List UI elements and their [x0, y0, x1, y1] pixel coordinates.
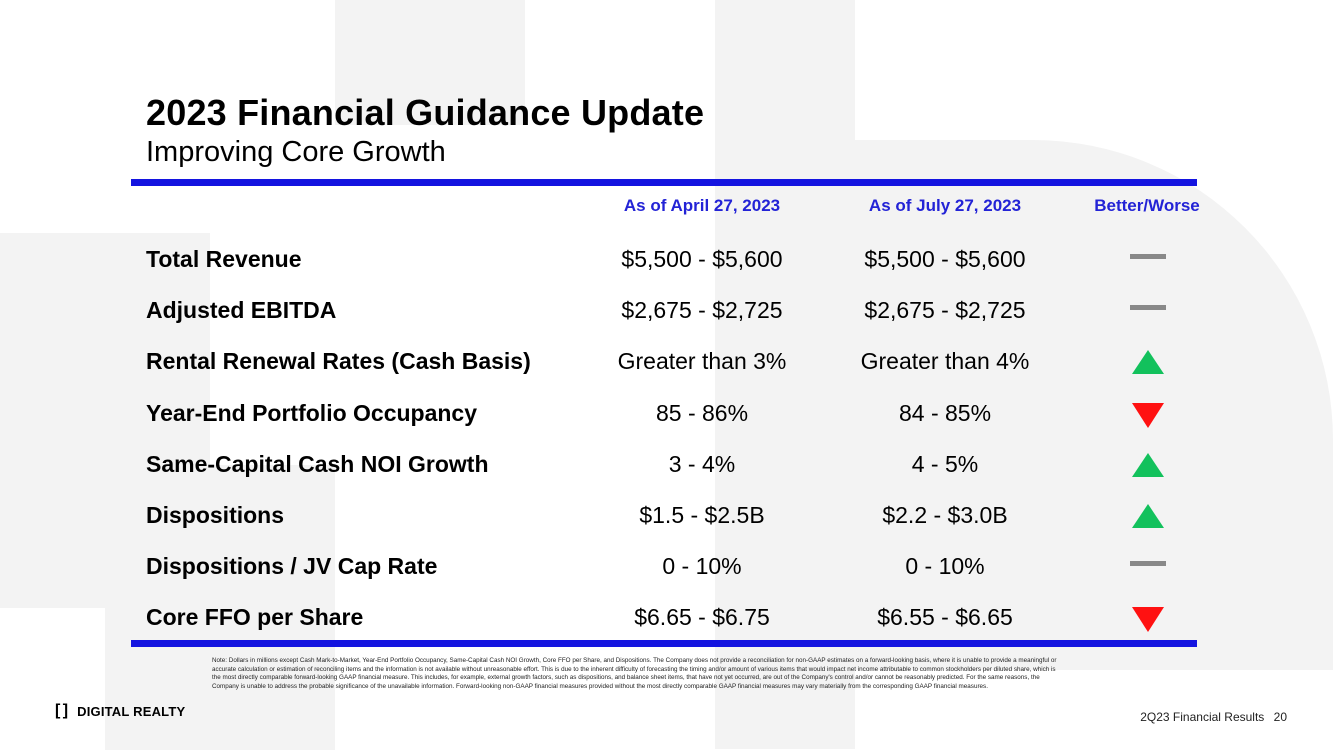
dash-icon — [1128, 294, 1168, 328]
table-row: Core FFO per Share $6.65 - $6.75 $6.55 - $… — [0, 592, 1333, 643]
table-row: Year-End Portfolio Occupancy 85 - 86% 84 -… — [0, 388, 1333, 439]
july-value: 84 - 85% — [898, 399, 992, 426]
background-shape — [105, 465, 335, 750]
july-value: $2,675 - $2,725 — [864, 297, 1026, 324]
row-label: Year-End Portfolio Occupancy — [146, 399, 478, 426]
april-value: $2,675 - $2,725 — [621, 297, 783, 324]
background-shape — [715, 0, 855, 749]
triangle-down-icon — [1128, 601, 1168, 635]
row-label: Adjusted EBITDA — [146, 297, 337, 324]
table-row: Dispositions $1.5 - $2.5B $2.2 - $3.0B — [0, 490, 1333, 541]
triangle-up-icon — [1128, 448, 1168, 482]
page-number: 20 — [1273, 710, 1287, 724]
bottom-divider — [131, 640, 1197, 647]
column-header-july: As of July 27, 2023 — [868, 196, 1022, 215]
april-value: 0 - 10% — [662, 553, 742, 580]
table-row: Rental Renewal Rates (Cash Basis) Greater… — [0, 336, 1333, 387]
page-title: 2023 Financial Guidance Update — [146, 92, 705, 133]
row-label: Dispositions — [146, 502, 285, 528]
triangle-up-icon — [1128, 345, 1168, 379]
april-value: $6.65 - $6.75 — [634, 604, 770, 631]
logo-bracket-icon: [ ] — [55, 702, 68, 719]
row-label: Dispositions / JV Cap Rate — [146, 553, 438, 580]
triangle-up-icon — [1128, 499, 1168, 533]
april-value: $1.5 - $2.5B — [639, 502, 765, 528]
row-label: Core FFO per Share — [146, 604, 364, 631]
background-shape — [335, 0, 525, 125]
report-label: 2Q23 Financial Results — [1140, 710, 1265, 724]
dash-icon — [1128, 243, 1168, 277]
company-logo: [ ] DIGITAL REALTY — [55, 702, 185, 720]
april-value: 85 - 86% — [655, 399, 749, 426]
table-row: Total Revenue $5,500 - $5,600 $5,500 - $5,… — [0, 234, 1333, 285]
footnote: Note: Dollars in millions except Cash Ma… — [212, 657, 1057, 691]
page-subtitle: Improving Core Growth — [146, 136, 446, 168]
row-label: Same-Capital Cash NOI Growth — [146, 450, 489, 477]
july-value: $6.55 - $6.65 — [877, 604, 1013, 631]
table-row: Dispositions / JV Cap Rate 0 - 10% 0 - 10% — [0, 541, 1333, 592]
triangle-down-icon — [1128, 397, 1168, 431]
top-divider — [131, 179, 1197, 186]
logo-text: DIGITAL REALTY — [77, 703, 186, 719]
column-header-better-worse: Better/Worse — [1094, 196, 1200, 215]
july-value: 0 - 10% — [905, 553, 985, 580]
april-value: $5,500 - $5,600 — [621, 246, 783, 272]
july-value: Greater than 4% — [860, 348, 1030, 375]
july-value: 4 - 5% — [911, 450, 979, 477]
july-value: $2.2 - $3.0B — [882, 502, 1008, 528]
column-header-april: As of April 27, 2023 — [623, 196, 781, 215]
row-label: Rental Renewal Rates (Cash Basis) — [146, 348, 531, 375]
table-row: Same-Capital Cash NOI Growth 3 - 4% 4 - 5% — [0, 439, 1333, 490]
table-row: Adjusted EBITDA $2,675 - $2,725 $2,675 - $… — [0, 285, 1333, 336]
row-label: Total Revenue — [146, 246, 302, 272]
july-value: $5,500 - $5,600 — [864, 246, 1026, 272]
dash-icon — [1128, 550, 1168, 584]
footer-info: 2Q23 Financial Results 20 — [1140, 710, 1287, 724]
april-value: Greater than 3% — [617, 348, 787, 375]
april-value: 3 - 4% — [668, 450, 736, 477]
